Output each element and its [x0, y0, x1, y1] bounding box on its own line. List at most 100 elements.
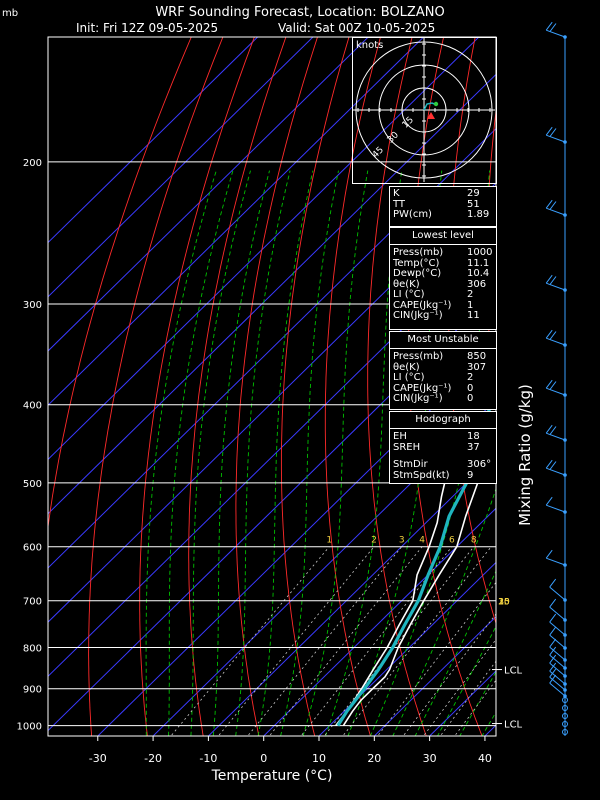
storm-motion-marker	[433, 101, 439, 107]
mixing-ratio-line	[342, 546, 492, 736]
level-markers: LCL LCL	[492, 666, 523, 731]
wind-barb-staff	[546, 387, 566, 396]
wind-barb-staff	[549, 634, 566, 649]
lowest-row: Press(mb) 1000	[393, 247, 493, 258]
moist-adiabat-line	[235, 170, 291, 736]
pressure-tick-label: 200	[23, 158, 42, 169]
isotherm-line	[48, 37, 370, 352]
wind-barb-flag	[545, 274, 553, 284]
mixing-ratio-tick-label: 10	[498, 598, 510, 608]
moist-adiabat-line	[325, 170, 403, 736]
mixing-ratio-tick-label: 25	[498, 598, 509, 608]
pressure-tick-label: 900	[23, 685, 42, 696]
x-tick-label: 40	[478, 752, 492, 765]
dry-adiabats	[48, 11, 600, 743]
isotherm-line	[48, 37, 425, 406]
hodograph-unit: knots	[356, 40, 384, 51]
dry-adiabat-line	[596, 11, 600, 743]
calm-wind-marker	[562, 721, 568, 727]
wind-barb-staff	[549, 586, 566, 601]
moist-adiabat-line	[302, 170, 369, 736]
wind-barb-flag	[549, 461, 557, 470]
mixing-ratio-tick-label: 2	[371, 536, 377, 546]
wind-barb-staff	[546, 282, 566, 291]
indices-general-panel: K 29 TT 51 PW(cm) 1.89	[389, 186, 497, 227]
wind-barb-staff	[546, 29, 566, 38]
mixing-ratio-tick-label: 30	[498, 598, 510, 608]
isotherm-line	[207, 453, 496, 736]
moist-adiabat-line	[436, 625, 496, 736]
hodo-row: EH 18	[393, 431, 480, 442]
isotherm-line	[48, 37, 259, 244]
wind-barb-flag	[545, 459, 553, 469]
wind-barb-flag	[545, 21, 553, 31]
lowest-row: Temp(°C) 11.1	[393, 257, 490, 269]
most-unstable-panel: Most Unstable Press(mb) 850 θe(K) 307 LI (…	[389, 331, 497, 410]
lowest-row: θe(K) 306	[393, 278, 487, 290]
wind-barb-flag	[545, 329, 553, 339]
dry-adiabat-line	[48, 37, 192, 530]
valid-time: Valid: Sat 00Z 10-05-2025	[278, 21, 435, 35]
wind-barb-flag	[549, 668, 557, 678]
mixing-ratio-line	[217, 546, 375, 736]
wind-barb-flag	[549, 331, 557, 340]
moist-adiabat-line	[145, 170, 217, 736]
wind-barb-flag	[549, 613, 557, 623]
x-tick-label: -30	[89, 752, 107, 765]
level-marker-label: LCL	[504, 666, 523, 677]
mixing-ratio-line	[268, 546, 423, 736]
index-row-k: K 29	[393, 188, 480, 199]
calm-wind-marker	[562, 729, 568, 735]
dry-adiabat-line	[367, 37, 427, 736]
wind-barb-staff	[549, 621, 566, 636]
wind-barb-flag	[549, 578, 557, 588]
isotherm-line	[262, 507, 496, 736]
mixing-ratio-line	[170, 546, 330, 736]
wind-barb-flag	[545, 126, 553, 136]
mixing-ratio-line	[377, 581, 496, 736]
hodograph-panel: knots	[352, 37, 497, 184]
calm-wind-marker	[562, 697, 568, 703]
dry-adiabat-line	[486, 107, 496, 411]
unstable-row: θe(K) 307	[393, 361, 487, 373]
calm-wind-marker	[562, 705, 568, 711]
mixing-ratio-line	[402, 613, 496, 736]
wind-barb-flag	[549, 638, 557, 648]
isotherm-line	[48, 127, 496, 569]
wind-barb-staff	[546, 467, 566, 476]
dry-adiabat-line	[324, 37, 381, 736]
pressure-tick-label: 500	[23, 479, 42, 490]
unstable-row: CAPE(Jkg⁻¹) 0	[393, 382, 474, 394]
x-tick-label: 10	[312, 752, 326, 765]
wind-barb-staff	[546, 432, 566, 441]
wind-barb-flag	[549, 381, 557, 390]
isotherm-line	[48, 37, 480, 461]
temperature-trace	[342, 429, 496, 727]
wind-barb-staff	[549, 670, 566, 685]
moist-adiabat-line	[414, 570, 496, 736]
dry-adiabat-line	[561, 11, 600, 743]
isotherm-line	[152, 399, 496, 736]
x-tick-label: 30	[423, 752, 437, 765]
wind-barb-flag	[549, 201, 557, 210]
hodo-row: StmSpd(kt) 9	[393, 469, 474, 481]
hodo-row: StmDir 306°	[393, 459, 492, 470]
init-time: Init: Fri 12Z 09-05-2025	[76, 21, 218, 35]
mixing-ratio-tick-label: 35	[498, 598, 509, 608]
lowest-level-title: Lowest level	[390, 228, 496, 245]
most-unstable-title: Most Unstable	[390, 332, 496, 349]
isotherm-line	[48, 37, 314, 298]
wind-barb-flag	[545, 379, 553, 389]
wind-barb-staff	[549, 646, 566, 661]
wind-barb-staff	[546, 207, 566, 216]
x-axis-label: Temperature (°C)	[211, 768, 333, 784]
moist-adiabat-line	[190, 170, 251, 736]
isotherm-line	[48, 236, 496, 678]
pressure-axis-ticks: 200 300 400 500 600 700 800 900 1000	[17, 158, 42, 733]
wind-barb-staff	[549, 676, 566, 691]
wind-barb-flag	[545, 549, 553, 559]
wind-barb-flag	[545, 199, 553, 209]
isotherm-line	[318, 561, 496, 736]
